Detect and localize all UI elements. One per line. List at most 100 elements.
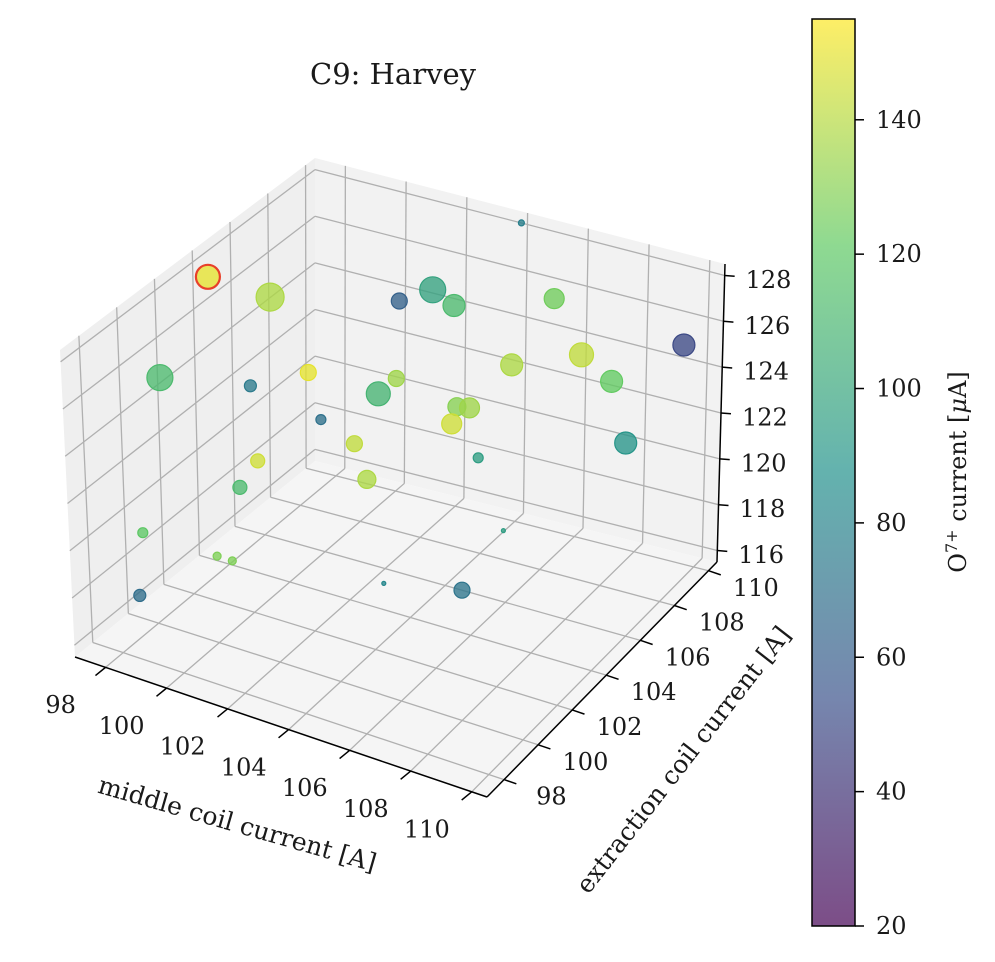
data-point <box>419 276 447 304</box>
z-tick-label: 122 <box>742 404 788 432</box>
z-tick-label-mark <box>723 320 734 323</box>
grid-line <box>314 215 724 322</box>
y-tick-label-mark <box>503 778 517 785</box>
x-axis-line <box>74 656 488 798</box>
data-point <box>568 342 595 368</box>
data-point <box>599 369 624 393</box>
grid-line <box>270 496 675 607</box>
grid-line <box>74 448 316 646</box>
x-tick-label-mark <box>217 708 229 718</box>
x-tick-label-mark <box>461 791 473 801</box>
grid-line <box>314 402 719 506</box>
data-point <box>453 581 471 599</box>
grid-line <box>199 554 607 676</box>
data-point <box>387 369 405 388</box>
data-point <box>614 431 638 455</box>
data-point <box>500 527 506 534</box>
x-tick-label: 102 <box>160 733 206 761</box>
data-point <box>672 333 696 357</box>
data-point <box>227 556 237 566</box>
grid-line <box>67 308 316 505</box>
y-tick-label: 106 <box>665 643 711 671</box>
x-axis-label: middle coil current [A] <box>95 770 380 877</box>
z-tick-label-mark <box>722 366 733 369</box>
x-tick-label: 104 <box>221 753 267 781</box>
data-point <box>250 453 266 469</box>
grid-line <box>314 262 723 368</box>
colorbar-label: O7+ current [μA] <box>942 371 973 572</box>
data-point <box>212 551 222 561</box>
grid-line <box>288 512 524 731</box>
y-tick-label: 102 <box>597 713 643 741</box>
y-tick-label: 110 <box>733 574 779 602</box>
data-point <box>146 364 174 392</box>
y-tick-label: 108 <box>699 609 745 637</box>
highlighted-point <box>194 263 221 290</box>
data-point <box>133 588 147 603</box>
data-point <box>315 414 327 426</box>
left-pane <box>60 158 315 657</box>
z-tick-label: 128 <box>746 266 792 294</box>
data-point <box>345 435 363 453</box>
x-tick-label-mark <box>94 666 106 677</box>
colorbar: 20 40 60 80 100 120 140 O7+ current [μA] <box>811 18 973 940</box>
colorbar-tick-label: 100 <box>876 375 922 403</box>
data-point <box>365 381 391 407</box>
data-point <box>232 479 248 495</box>
y-tick-label-mark <box>640 639 653 646</box>
x-tick-label-mark <box>156 687 168 697</box>
z-tick-label: 120 <box>741 449 787 477</box>
grid-line <box>163 583 573 711</box>
grid-line <box>314 448 718 552</box>
z-tick-label: 118 <box>739 495 785 523</box>
y-axis-line <box>486 561 718 798</box>
y-tick-label: 100 <box>563 748 609 776</box>
z-tick-label: 124 <box>743 358 789 386</box>
colorbar-ticks: 20 40 60 80 100 120 140 <box>855 106 922 940</box>
data-point <box>381 580 387 587</box>
x-tick-label: 106 <box>282 774 328 802</box>
x-tick-label-mark <box>278 729 290 739</box>
grid-line <box>105 467 346 668</box>
z-tick-label-mark <box>718 503 729 507</box>
grid-line <box>166 482 405 689</box>
y-tick-label-mark <box>537 744 551 750</box>
y-tick-label-mark <box>571 709 585 715</box>
z-tick-label-mark <box>724 274 735 278</box>
data-point <box>458 397 481 419</box>
data-point <box>517 219 526 227</box>
data-point <box>472 452 484 464</box>
x-tick-label-mark <box>339 749 351 760</box>
axis-panes <box>60 158 725 797</box>
x-tick-label-mark <box>400 770 412 780</box>
grid-line <box>314 355 720 460</box>
grid-line <box>227 497 465 710</box>
data-point <box>137 527 149 539</box>
data-point <box>442 293 466 318</box>
colorbar-tick-label: 80 <box>876 509 907 537</box>
data-point <box>390 292 408 310</box>
data-point <box>500 353 524 377</box>
data-point <box>543 288 565 310</box>
grid-line <box>62 215 316 410</box>
colorbar-tick-label: 20 <box>876 912 907 940</box>
grid-line <box>69 355 316 552</box>
grid-line <box>92 641 505 781</box>
colorbar-tick-label: 120 <box>876 240 922 268</box>
floor-pane <box>75 461 717 797</box>
y-tick-label-mark <box>606 674 619 681</box>
y-tick-label-mark <box>674 604 687 611</box>
data-point <box>255 282 285 312</box>
x-tick-label: 98 <box>45 691 76 719</box>
y-tick-label: 104 <box>631 678 677 706</box>
grid-line <box>349 527 584 751</box>
z-tick-label-mark <box>720 412 732 415</box>
x-tick-label: 100 <box>99 712 145 740</box>
data-point <box>299 363 317 382</box>
x-tick-label: 108 <box>343 795 389 823</box>
colorbar-tick-label: 140 <box>876 106 922 134</box>
colorbar-frame <box>811 18 856 927</box>
grid-line <box>71 402 316 599</box>
z-tick-label-mark <box>717 549 728 553</box>
